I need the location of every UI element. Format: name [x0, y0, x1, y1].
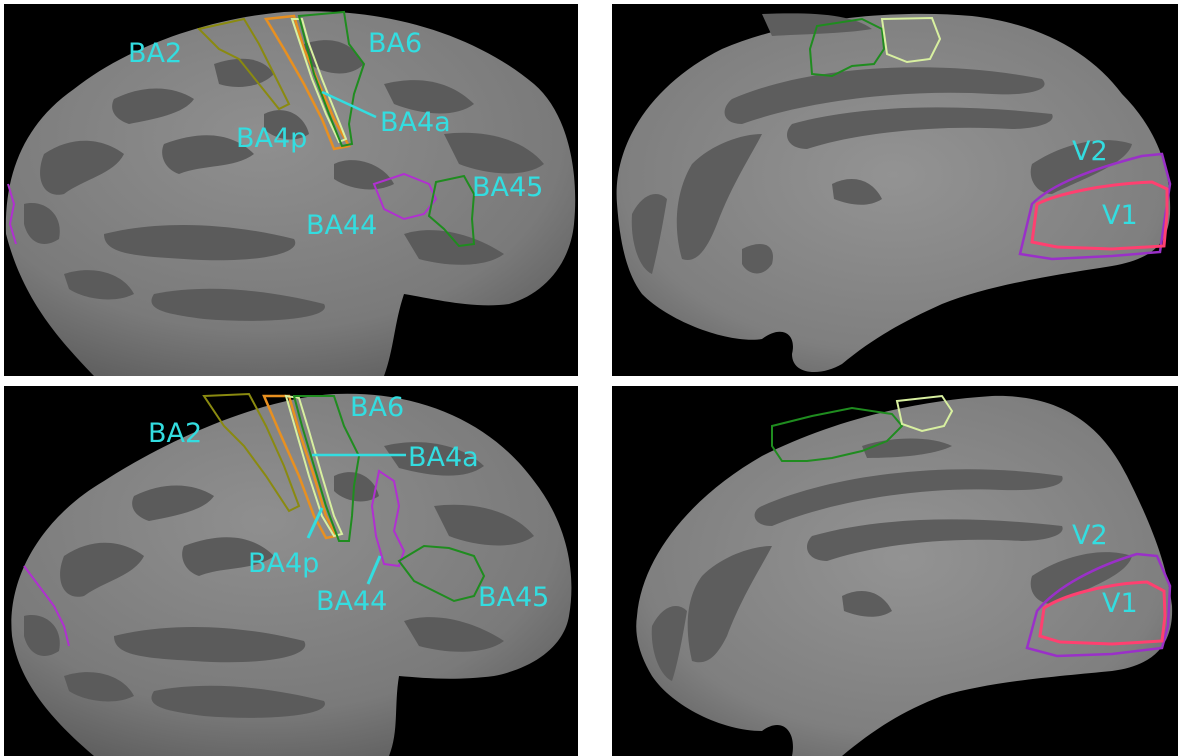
- label-ba6: BA6: [350, 392, 405, 423]
- occipital-edge-outline: [23, 565, 70, 647]
- label-ba4a: BA4a: [408, 442, 479, 473]
- brain-medial-surface: [636, 394, 1173, 756]
- sulci-pattern: [631, 13, 1132, 274]
- v2-outline: [1018, 152, 1172, 261]
- ba4a-outline: [284, 394, 344, 538]
- cortex-surface: [11, 393, 572, 756]
- panel-lateral-top: BA2 BA6 BA4a BA4p BA45 BA44: [4, 4, 578, 376]
- ba6-outline: [297, 10, 366, 148]
- label-ba4p: BA4p: [248, 548, 320, 579]
- ba4a-pointer-line: [321, 90, 377, 119]
- v1-outline: [1038, 580, 1167, 646]
- label-ba6: BA6: [368, 28, 423, 59]
- panel-medial-bottom: V2 V1: [612, 386, 1178, 756]
- ba4a-outline: [895, 394, 954, 433]
- ba45-outline: [427, 174, 476, 248]
- sulci-pattern: [24, 40, 544, 321]
- ba4a-outline: [880, 16, 942, 64]
- label-ba44: BA44: [306, 210, 378, 241]
- label-ba45: BA45: [478, 582, 550, 613]
- label-v2: V2: [1072, 520, 1108, 551]
- ba6-outline: [808, 17, 886, 78]
- ba2-outline: [197, 17, 291, 111]
- label-ba4a: BA4a: [380, 107, 451, 138]
- label-ba2: BA2: [148, 418, 203, 449]
- ba6-outline: [292, 395, 361, 542]
- ba4p-outline: [263, 14, 351, 151]
- label-v2: V2: [1072, 136, 1108, 167]
- label-ba4p: BA4p: [236, 123, 308, 154]
- sulci-pattern: [24, 442, 534, 718]
- occipital-edge-outline: [7, 183, 17, 245]
- v2-outline: [1025, 552, 1172, 658]
- panel-lateral-bottom: BA2 BA6 BA4a BA4p BA44 BA45: [4, 386, 578, 756]
- label-v1: V1: [1102, 200, 1138, 231]
- ba45-outline: [397, 544, 486, 603]
- v1-outline: [1030, 180, 1169, 251]
- label-ba2: BA2: [128, 38, 183, 69]
- ba4a-outline: [290, 18, 348, 144]
- label-ba45: BA45: [472, 172, 544, 203]
- ba4p-pointer-line: [306, 507, 324, 539]
- panel-medial-top: V2 V1: [612, 4, 1178, 376]
- label-ba44: BA44: [316, 586, 388, 617]
- brain-medial-surface: [616, 13, 1172, 373]
- ba6-outline: [771, 406, 904, 462]
- brain-lateral-surface: [5, 10, 576, 376]
- ba2-outline: [202, 392, 301, 513]
- label-v1: V1: [1102, 588, 1138, 619]
- ba44-pointer-line: [366, 555, 382, 585]
- brain-lateral-surface: [11, 392, 572, 756]
